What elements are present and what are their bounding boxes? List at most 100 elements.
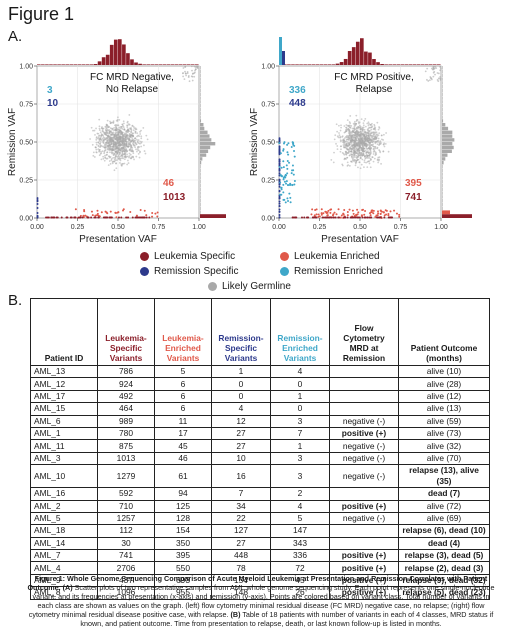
caption-title: Figure 1: Whole Genome Sequencing Compar… — [27, 574, 488, 592]
germline-point — [119, 162, 121, 164]
leukemia-specific-point — [368, 216, 371, 219]
leukemia-enriched-point — [376, 214, 379, 217]
germline-point — [359, 156, 362, 159]
germline-point — [371, 135, 374, 138]
germline-point — [439, 66, 442, 68]
top-histogram-bar — [73, 64, 78, 65]
germline-point — [92, 151, 95, 154]
germline-point — [130, 129, 133, 132]
top-histogram-bar — [408, 64, 413, 65]
right-histogram-bar — [442, 134, 453, 138]
germline-point — [123, 128, 126, 131]
germline-point — [98, 118, 101, 121]
leukemia-specific-point — [52, 216, 55, 219]
leukemia-enriched-count: 46 — [163, 178, 175, 189]
germline-point — [122, 157, 125, 160]
remission-enriched-point — [279, 181, 282, 184]
germline-point — [124, 146, 127, 149]
leukemia-enriched-point — [352, 212, 355, 215]
germline-point — [374, 136, 377, 139]
leukemia-enriched-cell: 17 — [154, 426, 212, 441]
leukemia-specific-point — [145, 216, 148, 219]
germline-point — [194, 68, 197, 71]
leukemia-specific-cell: 1257 — [97, 511, 155, 526]
top-histogram-bar — [295, 64, 299, 65]
leukemia-specific-point — [60, 216, 63, 219]
germline-point — [127, 143, 130, 145]
germline-point — [107, 164, 110, 167]
germline-point — [95, 143, 98, 146]
germline-point — [108, 149, 111, 152]
germline-point — [115, 167, 118, 170]
scatter-plot-mrd-positive: 0.00 0.25 0.50 0.75 1.00 0.00 0.25 0.50 0.75 1.00… — [249, 37, 472, 245]
leukemia-enriched-point — [94, 214, 97, 217]
germline-point — [358, 143, 361, 146]
germline-point — [373, 131, 376, 134]
germline-point — [350, 153, 352, 155]
germline-point — [351, 127, 354, 130]
remission-enriched-point — [291, 164, 294, 167]
germline-point — [111, 160, 114, 163]
leukemia-enriched-cell: 11 — [154, 414, 212, 428]
germline-point — [115, 124, 118, 127]
germline-point — [113, 144, 116, 147]
remission-specific-count: 448 — [289, 98, 306, 109]
germline-point — [345, 136, 347, 138]
remission-enriched-point — [280, 166, 283, 169]
remission-specific-cell: 0 — [211, 377, 271, 391]
leukemia-enriched-point — [382, 211, 385, 214]
right-histogram-bar — [442, 92, 443, 96]
germline-point — [105, 131, 108, 134]
germline-point — [367, 150, 369, 152]
leukemia-specific-cell: 710 — [97, 499, 155, 513]
right-histogram-bar — [200, 157, 203, 161]
y-tick-label: 0.00 — [261, 216, 275, 223]
germline-point — [120, 164, 123, 167]
top-histogram-bar — [61, 64, 65, 65]
leukemia-enriched-cell: 61 — [154, 464, 212, 489]
germline-point — [352, 134, 355, 137]
remission-enriched-point — [293, 155, 296, 158]
germline-point — [138, 146, 141, 148]
leukemia-specific-point — [90, 216, 93, 219]
right-histogram-bar — [442, 66, 443, 70]
germline-point — [372, 153, 375, 155]
remission-specific-point — [278, 137, 281, 140]
y-tick-label: 1.00 — [19, 64, 33, 71]
germline-point — [369, 145, 372, 148]
top-histogram-bar — [299, 64, 303, 65]
germline-point — [97, 148, 100, 151]
germline-point — [335, 123, 338, 126]
leukemia-enriched-point — [74, 208, 77, 211]
leukemia-enriched-point — [317, 215, 320, 218]
remission-specific-point — [278, 158, 281, 161]
germline-point — [135, 143, 138, 145]
leukemia-enriched-point — [310, 213, 313, 216]
germline-point — [103, 152, 106, 155]
remission-enriched-cell: 147 — [270, 524, 330, 538]
leukemia-specific-cell: 1096 — [97, 586, 155, 600]
germline-point — [133, 127, 136, 130]
germline-point — [356, 158, 359, 161]
germline-point — [127, 162, 130, 164]
flow-mrd-cell: negative (-) — [329, 439, 399, 453]
germline-point — [358, 121, 361, 124]
right-histogram-bar — [200, 77, 201, 81]
germline-point — [102, 157, 105, 160]
patient-id-cell: AML_7 — [30, 549, 98, 563]
germline-point — [366, 161, 369, 163]
leukemia-enriched-point — [326, 211, 329, 214]
germline-point — [360, 153, 362, 156]
leukemia-enriched-point — [356, 208, 359, 211]
legend-leukemia-enriched: Leukemia Enriched — [280, 251, 380, 262]
x-tick-label: 0.25 — [313, 224, 327, 231]
top-histogram-bar — [384, 64, 388, 65]
germline-point — [356, 131, 359, 134]
germline-point — [377, 128, 380, 131]
table-row: AML_10 1279 61 16 3 negative (-) relapse (13),… — [30, 464, 490, 489]
germline-point — [370, 139, 373, 142]
germline-point — [338, 134, 341, 137]
germline-point — [354, 146, 356, 149]
leukemia-specific-point — [346, 216, 349, 219]
leukemia-specific-point — [307, 216, 310, 219]
